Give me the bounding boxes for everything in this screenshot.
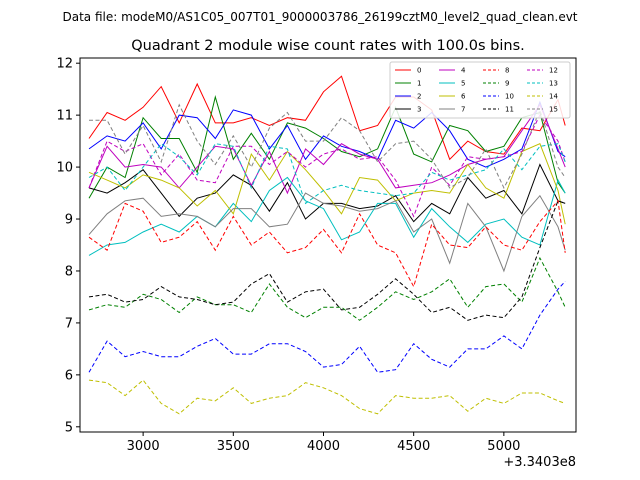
y-tick-label: 12 (56, 57, 73, 72)
y-tick-label: 9 (65, 213, 73, 228)
series-line-15 (89, 103, 566, 190)
series-line-12 (88, 114, 566, 218)
legend-label-7: 7 (461, 106, 465, 114)
chart-title: Quadrant 2 module wise count rates with … (131, 38, 525, 54)
y-axis: 5 6 7 8 9 10 11 12 (56, 57, 80, 435)
series-line-7 (88, 192, 566, 273)
y-tick-label: 8 (65, 264, 73, 279)
series-line-0 (88, 75, 566, 161)
y-tick-label: 10 (56, 161, 73, 176)
x-tick-label: 5000 (487, 439, 520, 454)
legend-box (389, 61, 571, 119)
legend-label-15: 15 (549, 106, 558, 114)
legend-label-3: 3 (417, 106, 421, 114)
x-tick-label: 3500 (217, 439, 250, 454)
y-tick-label: 6 (65, 368, 73, 383)
series-line-11 (88, 200, 566, 321)
y-tick-label: 7 (65, 316, 73, 331)
series-line-13 (88, 143, 566, 205)
legend-label-6: 6 (461, 93, 466, 101)
plot-frame (79, 57, 577, 433)
series-line-2 (88, 100, 566, 168)
series-line-14 (88, 379, 566, 415)
x-tick-label: 4500 (397, 439, 430, 454)
series-line-1 (88, 95, 566, 199)
legend-label-9: 9 (505, 80, 509, 88)
legend-label-10: 10 (505, 93, 514, 101)
legend-label-14: 14 (549, 93, 558, 101)
legend-label-2: 2 (417, 93, 421, 101)
series-line-10 (88, 281, 566, 373)
series-line-4 (88, 103, 566, 195)
data-file-caption: Data file: modeM0/AS1C05_007T01_90000037… (62, 10, 577, 24)
legend-label-4: 4 (461, 67, 466, 75)
series-line-6 (88, 143, 566, 225)
x-axis: 3000 3500 4000 4500 5000 (127, 432, 520, 454)
x-offset-label: +3.3403e8 (503, 455, 576, 470)
y-tick-label: 11 (56, 109, 73, 124)
legend-label-0: 0 (417, 67, 421, 75)
x-tick-label: 4000 (307, 439, 340, 454)
legend-label-12: 12 (549, 67, 558, 75)
series-line-5 (88, 176, 566, 256)
series-line-8 (88, 199, 566, 288)
x-tick-label: 3000 (127, 439, 160, 454)
plot-lines (88, 75, 566, 415)
y-tick-label: 5 (65, 420, 73, 435)
legend-label-8: 8 (505, 67, 509, 75)
legend-label-13: 13 (549, 80, 558, 88)
legend-label-5: 5 (461, 80, 465, 88)
legend-label-1: 1 (417, 80, 421, 88)
series-line-3 (88, 163, 566, 223)
legend-label-11: 11 (505, 106, 514, 114)
series-line-9 (88, 256, 566, 321)
